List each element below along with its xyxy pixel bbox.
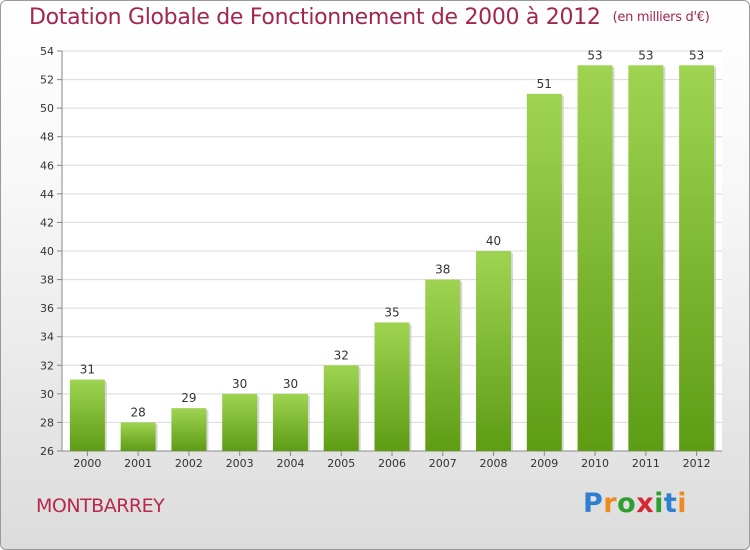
x-tick-label: 2000 xyxy=(73,457,101,470)
data-label: 53 xyxy=(638,48,653,62)
y-tick-label: 38 xyxy=(40,274,54,287)
bar xyxy=(374,322,410,451)
y-tick-label: 40 xyxy=(40,245,54,258)
y-tick-label: 36 xyxy=(40,302,54,315)
x-tick-label: 2006 xyxy=(378,457,406,470)
chart-title-text: Dotation Globale de Fonctionnement de 20… xyxy=(29,5,601,30)
commune-name: MONTBARREY xyxy=(36,495,165,517)
data-label: 51 xyxy=(537,77,552,91)
bar xyxy=(577,65,613,452)
bar xyxy=(171,408,207,451)
logo-letter: t xyxy=(663,488,678,519)
x-tick-label: 2002 xyxy=(175,457,203,470)
bar xyxy=(272,393,308,451)
data-label: 53 xyxy=(587,48,602,62)
x-tick-label: 2011 xyxy=(632,457,660,470)
x-tick-label: 2001 xyxy=(124,457,152,470)
data-label: 30 xyxy=(232,377,247,391)
bar xyxy=(425,279,461,451)
logo-letter: i xyxy=(677,488,688,519)
bar xyxy=(120,422,156,451)
logo-letter: r xyxy=(603,488,618,519)
x-tick-label: 2007 xyxy=(429,457,457,470)
data-label: 32 xyxy=(334,348,349,362)
bar xyxy=(69,379,105,451)
y-tick-label: 48 xyxy=(40,131,54,144)
x-tick-label: 2009 xyxy=(530,457,558,470)
logo-letter: P xyxy=(583,488,604,519)
data-label: 53 xyxy=(689,48,704,62)
chart-unit: (en milliers d'€) xyxy=(612,10,710,25)
x-tick-label: 2012 xyxy=(683,457,711,470)
bar xyxy=(526,93,562,451)
bar xyxy=(628,65,664,452)
logo-letter: x xyxy=(636,488,655,519)
data-label: 40 xyxy=(486,234,501,248)
chart-title: Dotation Globale de Fonctionnement de 20… xyxy=(29,5,710,30)
bar xyxy=(323,365,359,451)
y-tick-label: 44 xyxy=(40,188,54,201)
logo-letter: i xyxy=(654,488,664,519)
y-tick-label: 50 xyxy=(40,102,54,115)
x-tick-label: 2010 xyxy=(581,457,609,470)
y-tick-label: 34 xyxy=(40,331,54,344)
x-tick-label: 2004 xyxy=(276,457,304,470)
data-label: 31 xyxy=(80,363,95,377)
x-tick-label: 2008 xyxy=(480,457,508,470)
proxiti-logo: Proxiti xyxy=(583,488,687,519)
bar xyxy=(679,65,715,452)
y-tick-label: 28 xyxy=(40,416,54,429)
bar xyxy=(222,393,258,451)
data-label: 30 xyxy=(283,377,298,391)
data-label: 38 xyxy=(435,263,450,277)
bar xyxy=(476,251,512,451)
logo-letter: o xyxy=(617,488,637,519)
data-label: 28 xyxy=(131,405,146,419)
y-tick-label: 32 xyxy=(40,359,54,372)
x-tick-label: 2003 xyxy=(226,457,254,470)
y-tick-label: 26 xyxy=(40,445,54,458)
y-tick-label: 52 xyxy=(40,74,54,87)
y-tick-label: 42 xyxy=(40,216,54,229)
y-tick-label: 30 xyxy=(40,388,54,401)
data-label: 29 xyxy=(181,391,196,405)
y-tick-label: 46 xyxy=(40,159,54,172)
y-tick-label: 54 xyxy=(40,45,54,58)
x-tick-label: 2005 xyxy=(327,457,355,470)
data-label: 35 xyxy=(384,305,399,319)
